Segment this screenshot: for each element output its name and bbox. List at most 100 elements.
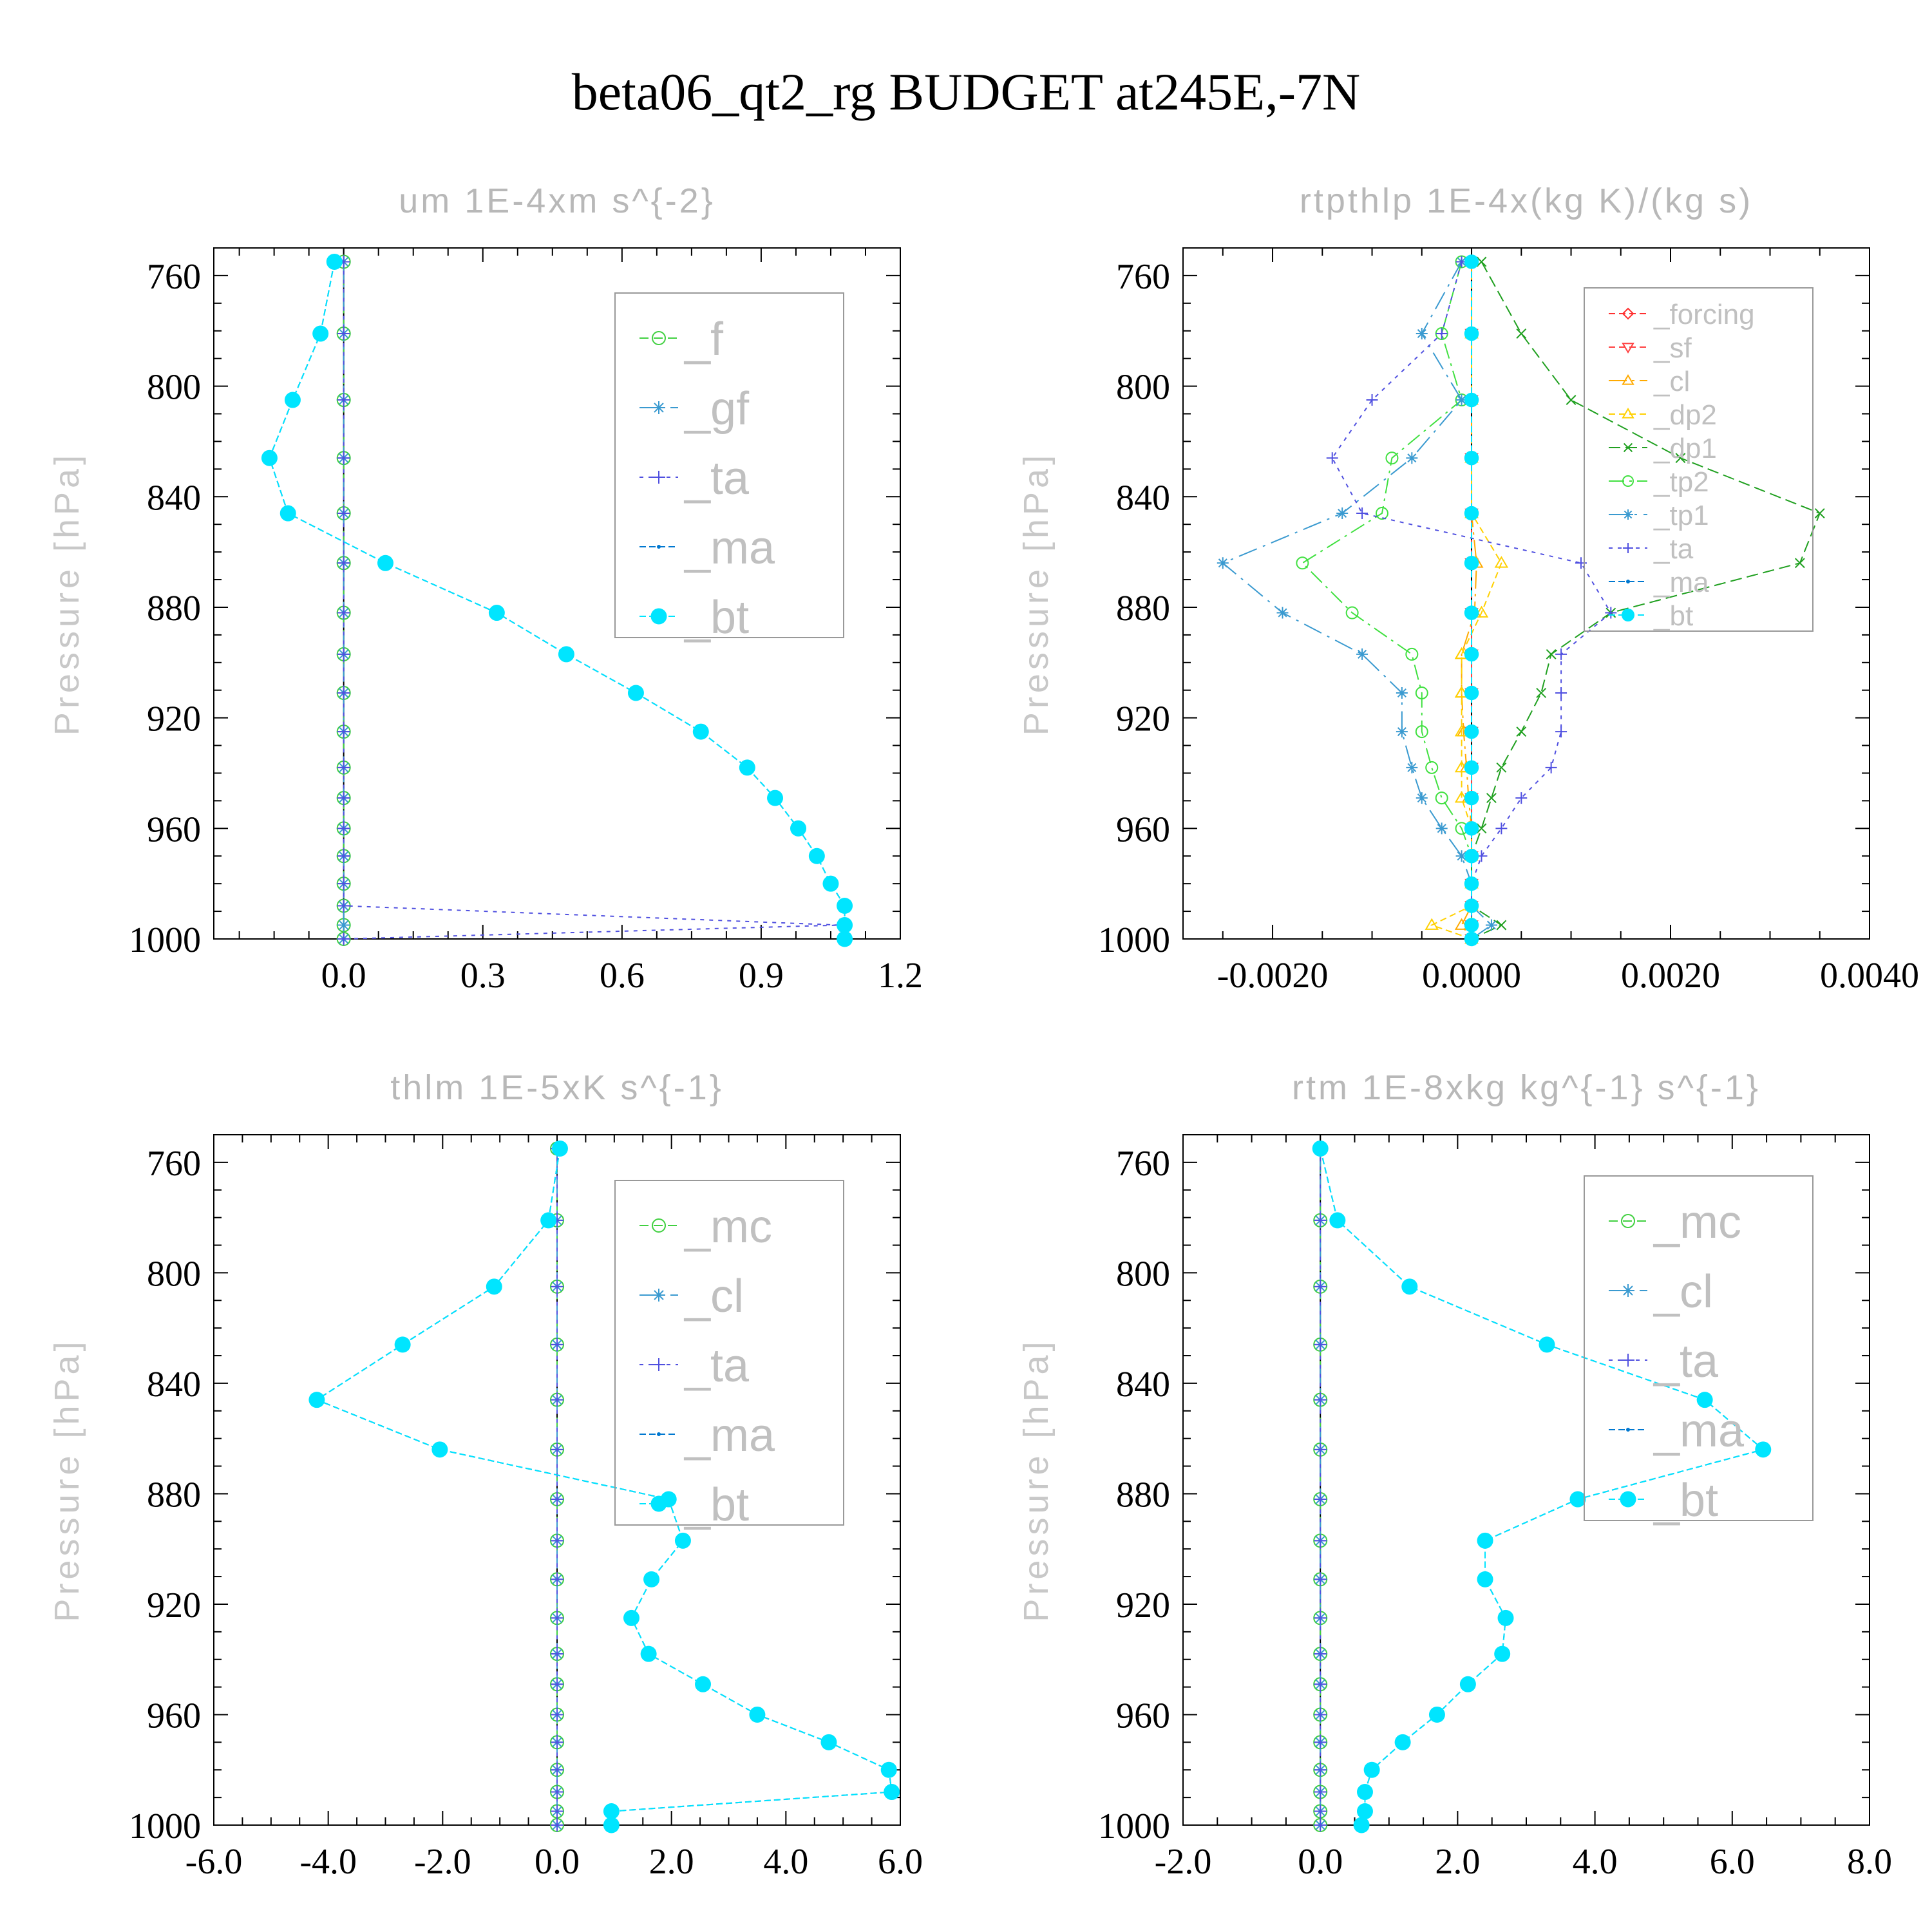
legend-box	[1584, 1175, 1814, 1521]
data-point	[1356, 1784, 1373, 1801]
series-bt	[1312, 1140, 1772, 1833]
data-point	[551, 1785, 564, 1799]
data-point	[1575, 557, 1587, 569]
x-tick-label: 6.0	[878, 1842, 923, 1882]
legend-marker	[657, 1432, 661, 1436]
data-point	[1516, 328, 1527, 339]
series-line	[1471, 261, 1821, 940]
data-point	[749, 1706, 766, 1723]
series-line	[1461, 261, 1477, 940]
data-point	[1336, 507, 1349, 520]
y-tick-label: 800	[147, 1254, 201, 1294]
data-point	[837, 917, 853, 934]
y-tick-label: 920	[147, 699, 201, 739]
data-point	[551, 1280, 564, 1293]
data-point	[337, 933, 350, 945]
data-point	[1314, 1280, 1327, 1293]
x-tick-label: 0.3	[460, 956, 506, 996]
data-point	[486, 1278, 502, 1295]
data-point	[551, 1611, 564, 1625]
y-tick-label: 800	[1116, 1254, 1170, 1294]
data-point	[337, 556, 350, 570]
y-tick-label: 1000	[129, 920, 201, 960]
data-point	[1435, 791, 1448, 805]
series-cl	[1454, 254, 1484, 944]
legend-marker	[652, 1358, 665, 1371]
data-point	[1464, 506, 1479, 521]
series-ma	[314, 1146, 894, 1827]
data-point	[822, 875, 839, 892]
legend-label: _ta	[683, 453, 750, 504]
data-point	[1314, 1708, 1327, 1721]
legend-marker	[1626, 580, 1630, 583]
data-point	[1314, 1736, 1327, 1749]
legend-marker	[1622, 343, 1634, 354]
plot-frame	[1182, 1134, 1870, 1826]
data-point	[551, 1338, 564, 1351]
data-point	[1555, 648, 1567, 660]
data-point	[1696, 1392, 1713, 1408]
data-point	[1464, 724, 1479, 739]
legend-marker	[652, 471, 665, 484]
data-point	[808, 848, 825, 864]
legend-marker	[1623, 543, 1633, 553]
data-point	[1314, 1443, 1327, 1456]
data-point	[640, 1645, 657, 1662]
x-tick-label: 1.2	[878, 956, 923, 996]
data-point	[884, 1784, 900, 1801]
data-point	[1314, 1493, 1327, 1506]
data-point	[1755, 1441, 1772, 1458]
data-point	[643, 1571, 660, 1587]
legend-marker	[1622, 1354, 1634, 1367]
data-point	[1464, 605, 1479, 620]
legend-marker	[1622, 307, 1634, 320]
data-point	[1416, 328, 1428, 340]
data-point	[1314, 1785, 1327, 1799]
data-point	[790, 820, 807, 837]
legend-marker	[652, 1289, 665, 1302]
x-tick-label: 6.0	[1710, 1842, 1755, 1882]
legend-label: _ma	[1653, 1405, 1745, 1457]
data-point	[337, 899, 350, 913]
data-point	[1396, 687, 1408, 699]
data-point	[1464, 876, 1479, 891]
data-point	[1406, 761, 1418, 773]
y-tick-label: 1000	[1098, 920, 1170, 960]
data-point	[312, 325, 329, 342]
data-point	[1385, 451, 1399, 465]
legend-label: _bt	[683, 1479, 749, 1531]
data-point	[1569, 1491, 1586, 1508]
legend-label: _tp2	[1653, 466, 1709, 498]
y-tick-label: 880	[147, 589, 201, 629]
data-point	[1314, 1763, 1327, 1777]
data-point	[337, 393, 350, 407]
legend-label: _ma	[683, 522, 775, 574]
x-tick-label: 0.0	[535, 1842, 580, 1882]
data-point	[551, 1573, 564, 1586]
x-tick-label: 0.0000	[1422, 956, 1521, 996]
data-point	[394, 1336, 411, 1353]
legend-label: _ma	[683, 1410, 775, 1461]
series-ta	[1314, 1142, 1327, 1832]
data-point	[551, 1443, 564, 1456]
data-point	[1464, 685, 1479, 701]
x-tick-label: 4.0	[763, 1842, 808, 1882]
x-tick-label: 2.0	[649, 1842, 694, 1882]
data-point	[1425, 761, 1439, 774]
y-tick-label: 760	[1116, 1144, 1170, 1184]
legend-marker	[1623, 509, 1633, 520]
legend-marker	[652, 1218, 666, 1233]
legend-label: _cl	[1653, 366, 1690, 397]
data-point	[820, 1734, 837, 1750]
legend-marker	[1622, 374, 1634, 385]
data-point	[1464, 760, 1479, 775]
x-tick-label: -4.0	[299, 1842, 357, 1882]
data-point	[837, 931, 853, 947]
data-point	[1425, 918, 1439, 930]
y-tick-label: 880	[147, 1475, 201, 1515]
x-tick-label: 0.9	[739, 956, 784, 996]
legend-box	[614, 1180, 844, 1526]
data-point	[337, 507, 350, 520]
data-point	[1555, 687, 1567, 699]
